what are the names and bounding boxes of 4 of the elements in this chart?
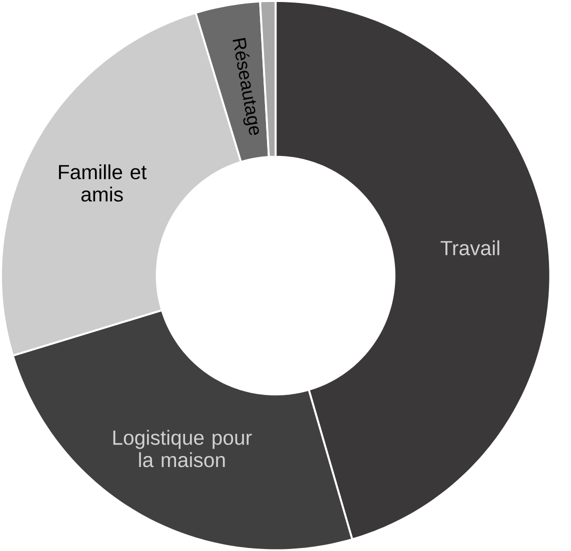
- slice-label: Logistique pour la maison: [113, 430, 252, 468]
- slice-label: Famille et amis: [59, 164, 147, 202]
- slice-label: Réseautage: [232, 38, 259, 135]
- slice-label: Travail: [440, 240, 500, 256]
